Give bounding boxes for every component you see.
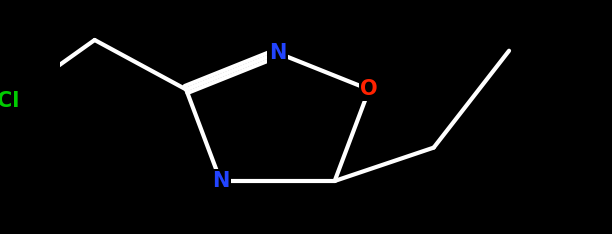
Text: N: N <box>269 43 286 63</box>
Text: N: N <box>212 171 230 191</box>
Text: Cl: Cl <box>0 91 20 111</box>
Text: O: O <box>360 80 378 99</box>
